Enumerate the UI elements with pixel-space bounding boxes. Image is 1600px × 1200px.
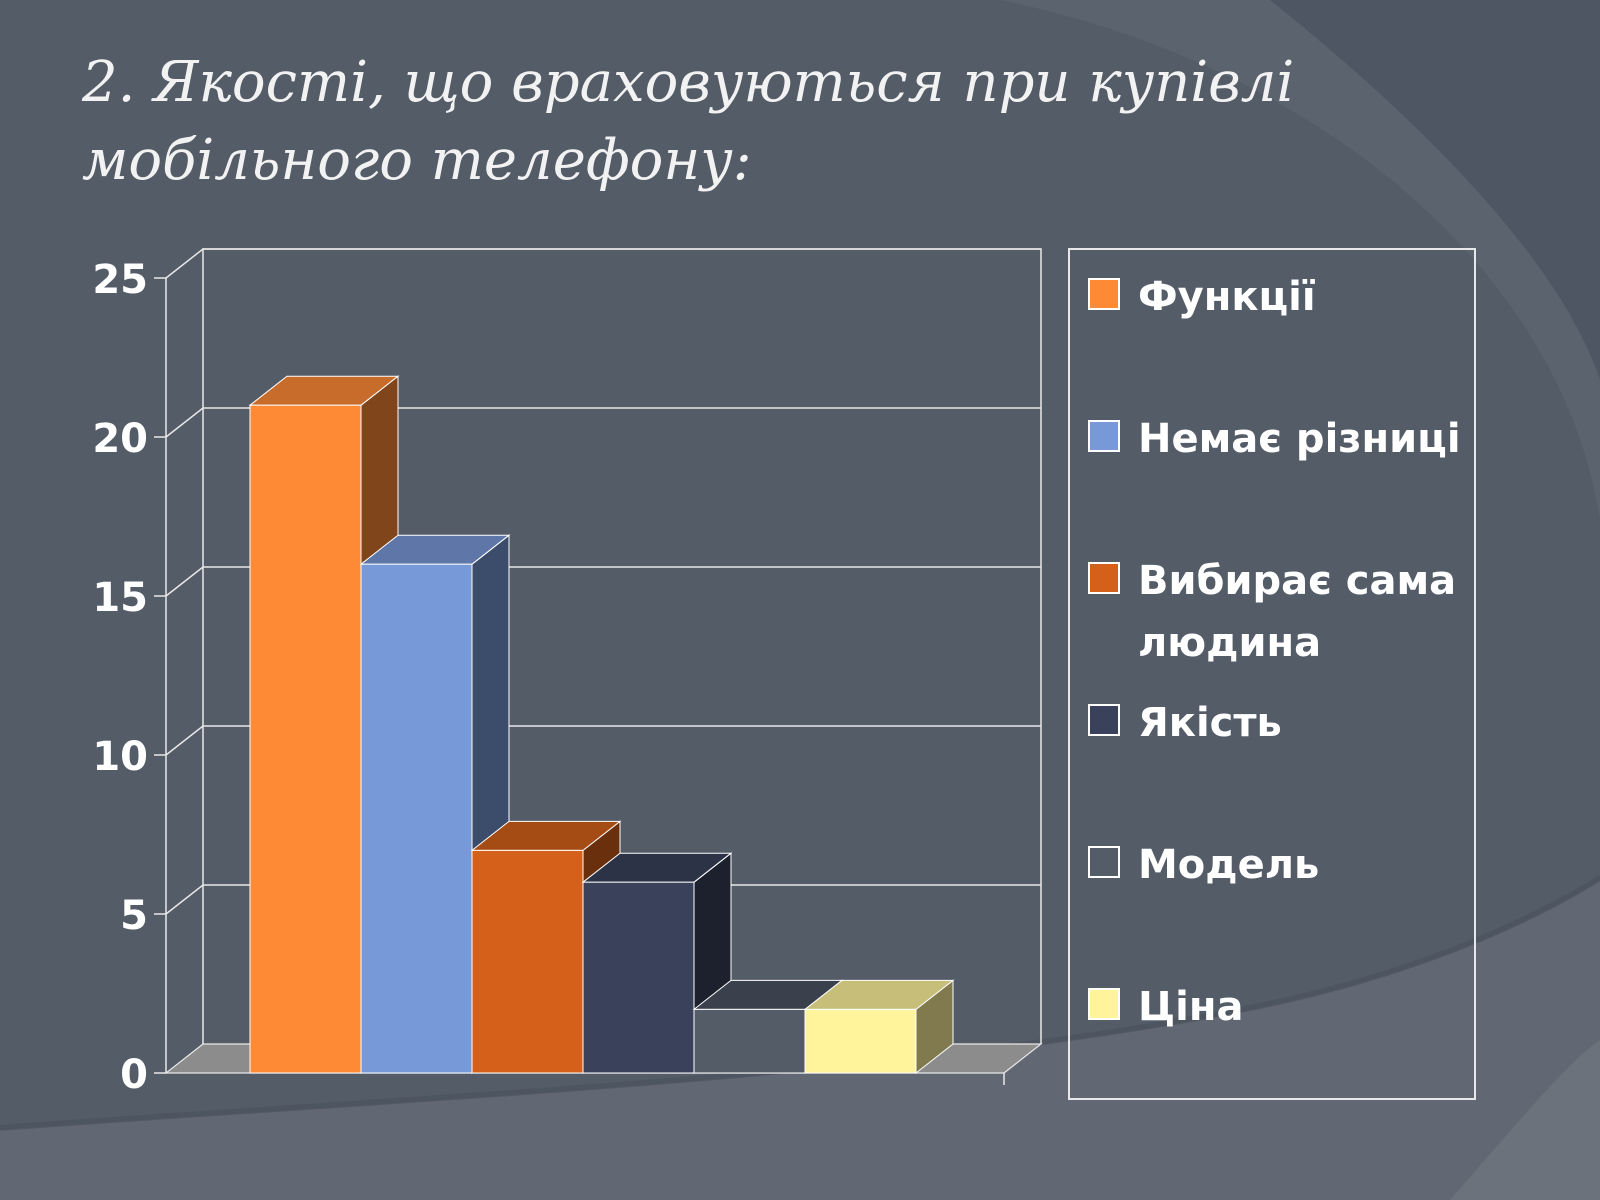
legend-label-quality: Якість [1138,700,1282,746]
y-tick-label: 5 [120,893,148,939]
bar [803,979,955,1075]
y-tick-label: 20 [92,416,148,462]
legend-swatch-price [1088,988,1120,1020]
gridline [165,407,1041,438]
legend-label-no-difference: Немає різниці [1138,416,1461,462]
bar-front [249,404,362,1074]
legend-label-person-chooses: Вибирає сама людина [1138,558,1457,666]
bar-front [360,563,473,1074]
y-tick-label: 15 [92,575,148,621]
bar-front [471,849,584,1074]
bar-series [248,375,955,1075]
y-tick-label: 10 [92,734,148,780]
y-axis: 0 5 10 15 20 25 [92,257,166,1098]
gridline [165,884,1041,915]
legend-swatch-functions [1088,278,1120,310]
bar-front [582,881,695,1074]
gridline [165,725,1041,756]
gridline [165,566,1041,597]
gridline [165,248,1041,279]
y-tick-label: 25 [92,257,148,303]
bar-front [693,1008,806,1074]
chart-legend: Функції Немає різниці Вибирає сама людин… [1068,248,1476,1100]
legend-swatch-no-difference [1088,420,1120,452]
slide-title-line-2: мобільного телефону: [82,128,752,193]
legend-label-price: Ціна [1138,984,1244,1030]
legend-swatch-quality [1088,704,1120,736]
y-tick-label: 0 [120,1052,148,1098]
slide-title-line-1: 2. Якості, що враховуються при купівлі [82,50,1295,115]
slide-title: 2. Якості, що враховуються при купівлі м… [82,44,1482,200]
chart-gridlines [165,248,1041,915]
legend-label-functions: Функції [1138,274,1316,320]
bar-front [804,1008,917,1074]
legend-label-model: Модель [1138,842,1320,888]
legend-swatch-model [1088,846,1120,878]
legend-swatch-person-chooses [1088,562,1120,594]
